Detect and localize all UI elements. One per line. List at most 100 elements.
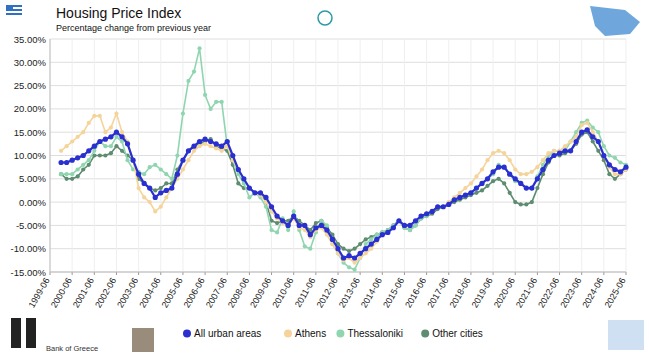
x-grid-line [515, 39, 516, 272]
point [474, 191, 478, 195]
point [364, 251, 368, 255]
point [109, 151, 113, 155]
point [286, 228, 290, 232]
point [463, 186, 467, 190]
y-tick-label: 0.00% [19, 197, 46, 208]
point [103, 144, 107, 148]
point [242, 177, 246, 181]
point [76, 174, 80, 178]
point [191, 144, 196, 149]
map-icon [590, 6, 640, 36]
point [513, 176, 518, 181]
point [346, 253, 351, 258]
point [551, 153, 556, 158]
point [236, 167, 240, 171]
y-tick-label: -10.00% [11, 243, 47, 254]
point [202, 137, 207, 142]
point [430, 209, 434, 213]
qr-cell [16, 333, 21, 338]
point [92, 149, 96, 153]
point [552, 149, 556, 153]
point [303, 223, 307, 227]
point [563, 144, 567, 148]
x-grid-line [72, 39, 73, 272]
flag-icon [6, 5, 22, 15]
point [192, 149, 196, 153]
plot-area [58, 46, 628, 272]
legend-label: Athens [295, 328, 326, 339]
point [92, 114, 96, 118]
point [247, 195, 251, 199]
point [70, 172, 74, 176]
point [508, 172, 512, 176]
point [441, 205, 445, 209]
point [441, 204, 446, 209]
point [119, 134, 124, 139]
point [86, 148, 91, 153]
point [192, 70, 196, 74]
point [81, 130, 85, 134]
point [269, 228, 273, 232]
point [159, 186, 163, 190]
y-tick-label: 10.00% [14, 150, 47, 161]
qr-cell [16, 323, 21, 328]
x-tick-label: 2025-06 [603, 276, 628, 310]
point [247, 186, 251, 190]
point [220, 149, 224, 153]
point [347, 249, 351, 253]
point [114, 144, 118, 148]
point [197, 139, 202, 144]
point [374, 237, 379, 242]
point [574, 139, 579, 144]
x-grid-line [537, 39, 538, 272]
point [131, 158, 135, 162]
point [413, 223, 417, 227]
point [98, 114, 102, 118]
point [269, 204, 274, 209]
point [181, 167, 185, 171]
flag-stripe [6, 13, 22, 15]
point [601, 153, 606, 158]
point [253, 191, 257, 195]
qr-cell [31, 333, 36, 338]
point [114, 111, 118, 115]
point [569, 139, 573, 143]
point [325, 223, 329, 227]
point [164, 195, 168, 199]
point [485, 184, 489, 188]
point [186, 158, 190, 162]
x-grid-line [448, 39, 449, 272]
point [302, 223, 307, 228]
point [247, 186, 251, 190]
point [76, 167, 80, 171]
point [142, 195, 146, 199]
point [519, 181, 523, 185]
point [308, 232, 313, 237]
subtitle: Percentage change from previous year [56, 23, 211, 33]
qr-cell [26, 328, 31, 333]
point [70, 158, 75, 163]
point [352, 255, 357, 260]
point [148, 165, 152, 169]
point [524, 202, 528, 206]
point [197, 144, 201, 148]
point [180, 158, 185, 163]
point [463, 193, 467, 197]
point [209, 107, 213, 111]
point [114, 130, 119, 135]
point [524, 186, 528, 190]
point [369, 241, 374, 246]
series [59, 111, 628, 264]
point [125, 141, 130, 146]
point [164, 172, 168, 176]
point [480, 167, 484, 171]
point [375, 233, 379, 237]
point [397, 219, 401, 223]
x-grid-line [182, 39, 183, 272]
point [391, 225, 396, 230]
point [130, 158, 135, 163]
point [159, 167, 163, 171]
point [458, 195, 462, 199]
point [408, 223, 412, 227]
point [485, 158, 489, 162]
